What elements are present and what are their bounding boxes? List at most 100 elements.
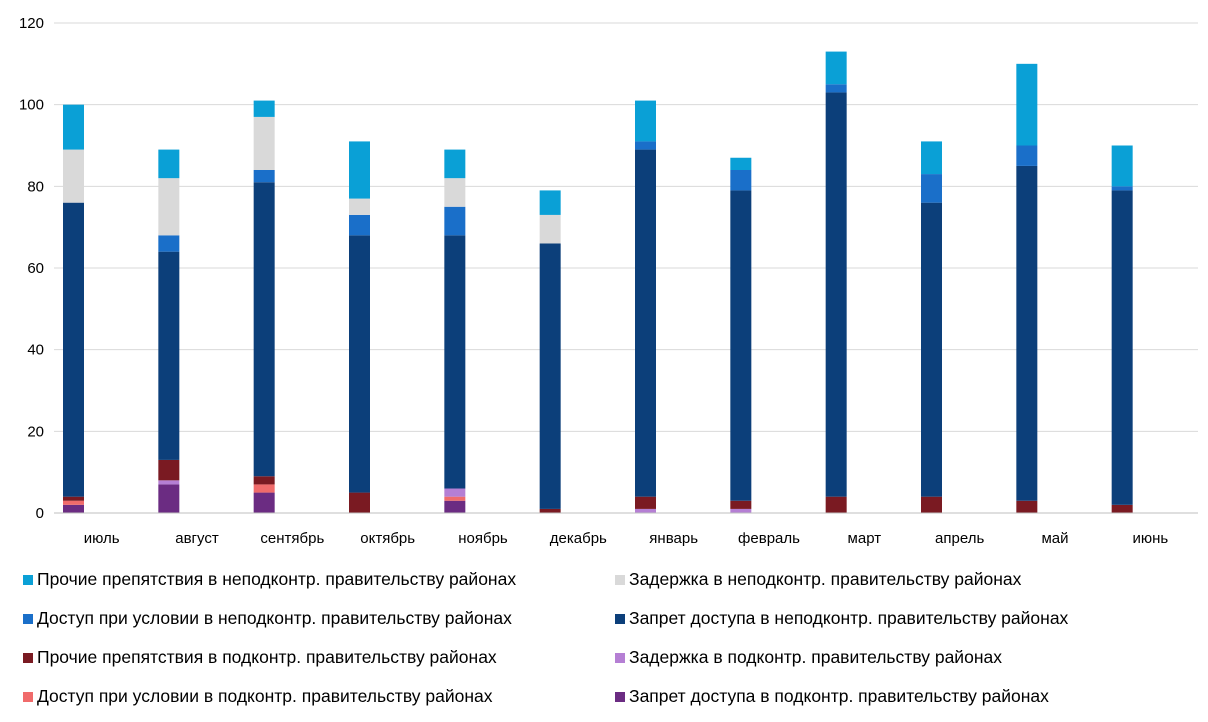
bar-segment	[1016, 500, 1038, 513]
bar-segment	[63, 500, 84, 505]
bar-segment	[349, 214, 370, 236]
legend-label: Доступ при условии в неподконтр. правите…	[37, 608, 512, 628]
bar-segment	[921, 174, 942, 203]
bar-segment	[635, 100, 656, 142]
bar-segment	[253, 492, 275, 513]
y-tick-label: 100	[19, 97, 44, 114]
legend-swatch	[23, 574, 33, 585]
bar-segment	[635, 508, 656, 513]
legend-label: Прочие препятствия в подконтр. правитель…	[37, 647, 497, 667]
legend-item: Доступ при условии в подконтр. правитель…	[0, 686, 615, 707]
legend-swatch	[615, 652, 625, 663]
x-tick-label: сентябрь	[260, 530, 324, 547]
x-tick-label: август	[175, 530, 219, 547]
y-axis-tick-labels: 0 20 40 60 80 100 120	[19, 15, 44, 522]
bar-segment	[444, 500, 466, 513]
y-tick-label: 20	[27, 423, 44, 440]
bar-segment	[539, 243, 561, 509]
stacked-bar-chart: 0 20 40 60 80 100 120 июль август сентябрь октябр…	[19, 15, 1198, 547]
bar-segment	[1016, 63, 1038, 146]
bar-segment	[349, 141, 370, 199]
legend-swatch	[23, 691, 33, 702]
bar-segment	[539, 508, 561, 513]
legend-item: Запрет доступа в неподконтр. правительст…	[615, 608, 1068, 629]
x-tick-label: январь	[649, 530, 698, 547]
bar-segment	[1111, 145, 1133, 187]
gridlines	[54, 22, 1198, 432]
legend-swatch	[615, 574, 625, 585]
legend-swatch	[615, 613, 625, 624]
bar-segment	[444, 206, 466, 236]
x-tick-label: октябрь	[360, 530, 415, 547]
bar-segment	[825, 84, 847, 93]
legend-label: Доступ при условии в подконтр. правитель…	[37, 686, 493, 706]
legend-item: Доступ при условии в неподконтр. правите…	[0, 608, 615, 629]
bar-segment	[1016, 165, 1038, 501]
legend-swatch	[23, 613, 33, 624]
bar-segment	[444, 235, 466, 489]
bar-segment	[635, 149, 656, 497]
bar-segment	[63, 496, 84, 501]
bar-segment	[63, 149, 84, 203]
legend-item: Задержка в неподконтр. правительству рай…	[615, 569, 1021, 590]
x-tick-label: декабрь	[550, 530, 607, 547]
legend-label: Запрет доступа в подконтр. правительству…	[629, 686, 1049, 706]
x-tick-label: май	[1041, 530, 1068, 547]
bar-segment	[444, 488, 466, 497]
bar-segment	[825, 92, 847, 497]
legend-item: Прочие препятствия в подконтр. правитель…	[0, 647, 615, 668]
legend-row: Доступ при условии в подконтр. правитель…	[0, 677, 1208, 716]
bar-segment	[444, 149, 466, 179]
bar-segment	[730, 157, 752, 170]
x-tick-label: ноябрь	[458, 530, 508, 547]
y-tick-label: 80	[27, 178, 44, 195]
legend-swatch	[23, 652, 33, 663]
legend-label: Задержка в неподконтр. правительству рай…	[629, 569, 1022, 589]
bar-segment	[349, 235, 370, 493]
x-tick-label: июнь	[1132, 530, 1168, 547]
bar-segment	[158, 459, 180, 481]
bar-segment	[921, 141, 942, 175]
legend: Прочие препятствия в неподконтр. правите…	[0, 560, 1208, 716]
bar-segment	[730, 500, 752, 509]
y-tick-label: 0	[36, 505, 44, 522]
bar-segment	[1111, 186, 1133, 191]
bar-segment	[253, 484, 275, 493]
legend-item: Запрет доступа в подконтр. правительству…	[615, 686, 1049, 707]
bar-segment	[158, 178, 180, 236]
legend-label: Прочие препятствия в неподконтр. правите…	[37, 569, 517, 589]
x-tick-label: июль	[84, 530, 120, 547]
bar-segment	[825, 496, 847, 513]
bar-segment	[158, 235, 180, 252]
bar-segment	[1111, 190, 1133, 505]
x-tick-label: март	[848, 530, 882, 547]
bar-segment	[63, 202, 84, 497]
bars	[63, 51, 1133, 513]
bar-segment	[63, 104, 84, 150]
legend-item: Задержка в подконтр. правительству район…	[615, 647, 1002, 668]
bar-segment	[253, 100, 275, 117]
bar-segment	[730, 170, 752, 191]
bar-segment	[1016, 145, 1038, 166]
bar-segment	[635, 141, 656, 150]
bar-segment	[1111, 504, 1133, 513]
bar-segment	[730, 190, 752, 501]
legend-label: Задержка в подконтр. правительству район…	[629, 647, 1002, 667]
legend-row: Доступ при условии в неподконтр. правите…	[0, 599, 1208, 638]
bar-segment	[444, 496, 466, 501]
bar-segment	[825, 51, 847, 85]
bar-segment	[730, 508, 752, 513]
legend-row: Прочие препятствия в неподконтр. правите…	[0, 560, 1208, 599]
bar-segment	[349, 198, 370, 215]
bar-segment	[158, 251, 180, 460]
legend-swatch	[615, 691, 625, 702]
bar-segment	[921, 496, 942, 513]
x-tick-label: февраль	[738, 530, 800, 547]
bar-segment	[539, 214, 561, 244]
legend-item: Прочие препятствия в неподконтр. правите…	[0, 569, 615, 590]
y-tick-label: 40	[27, 342, 44, 359]
x-tick-label: апрель	[935, 530, 984, 547]
bar-segment	[63, 504, 84, 513]
bar-segment	[158, 149, 180, 179]
bar-segment	[539, 190, 561, 215]
